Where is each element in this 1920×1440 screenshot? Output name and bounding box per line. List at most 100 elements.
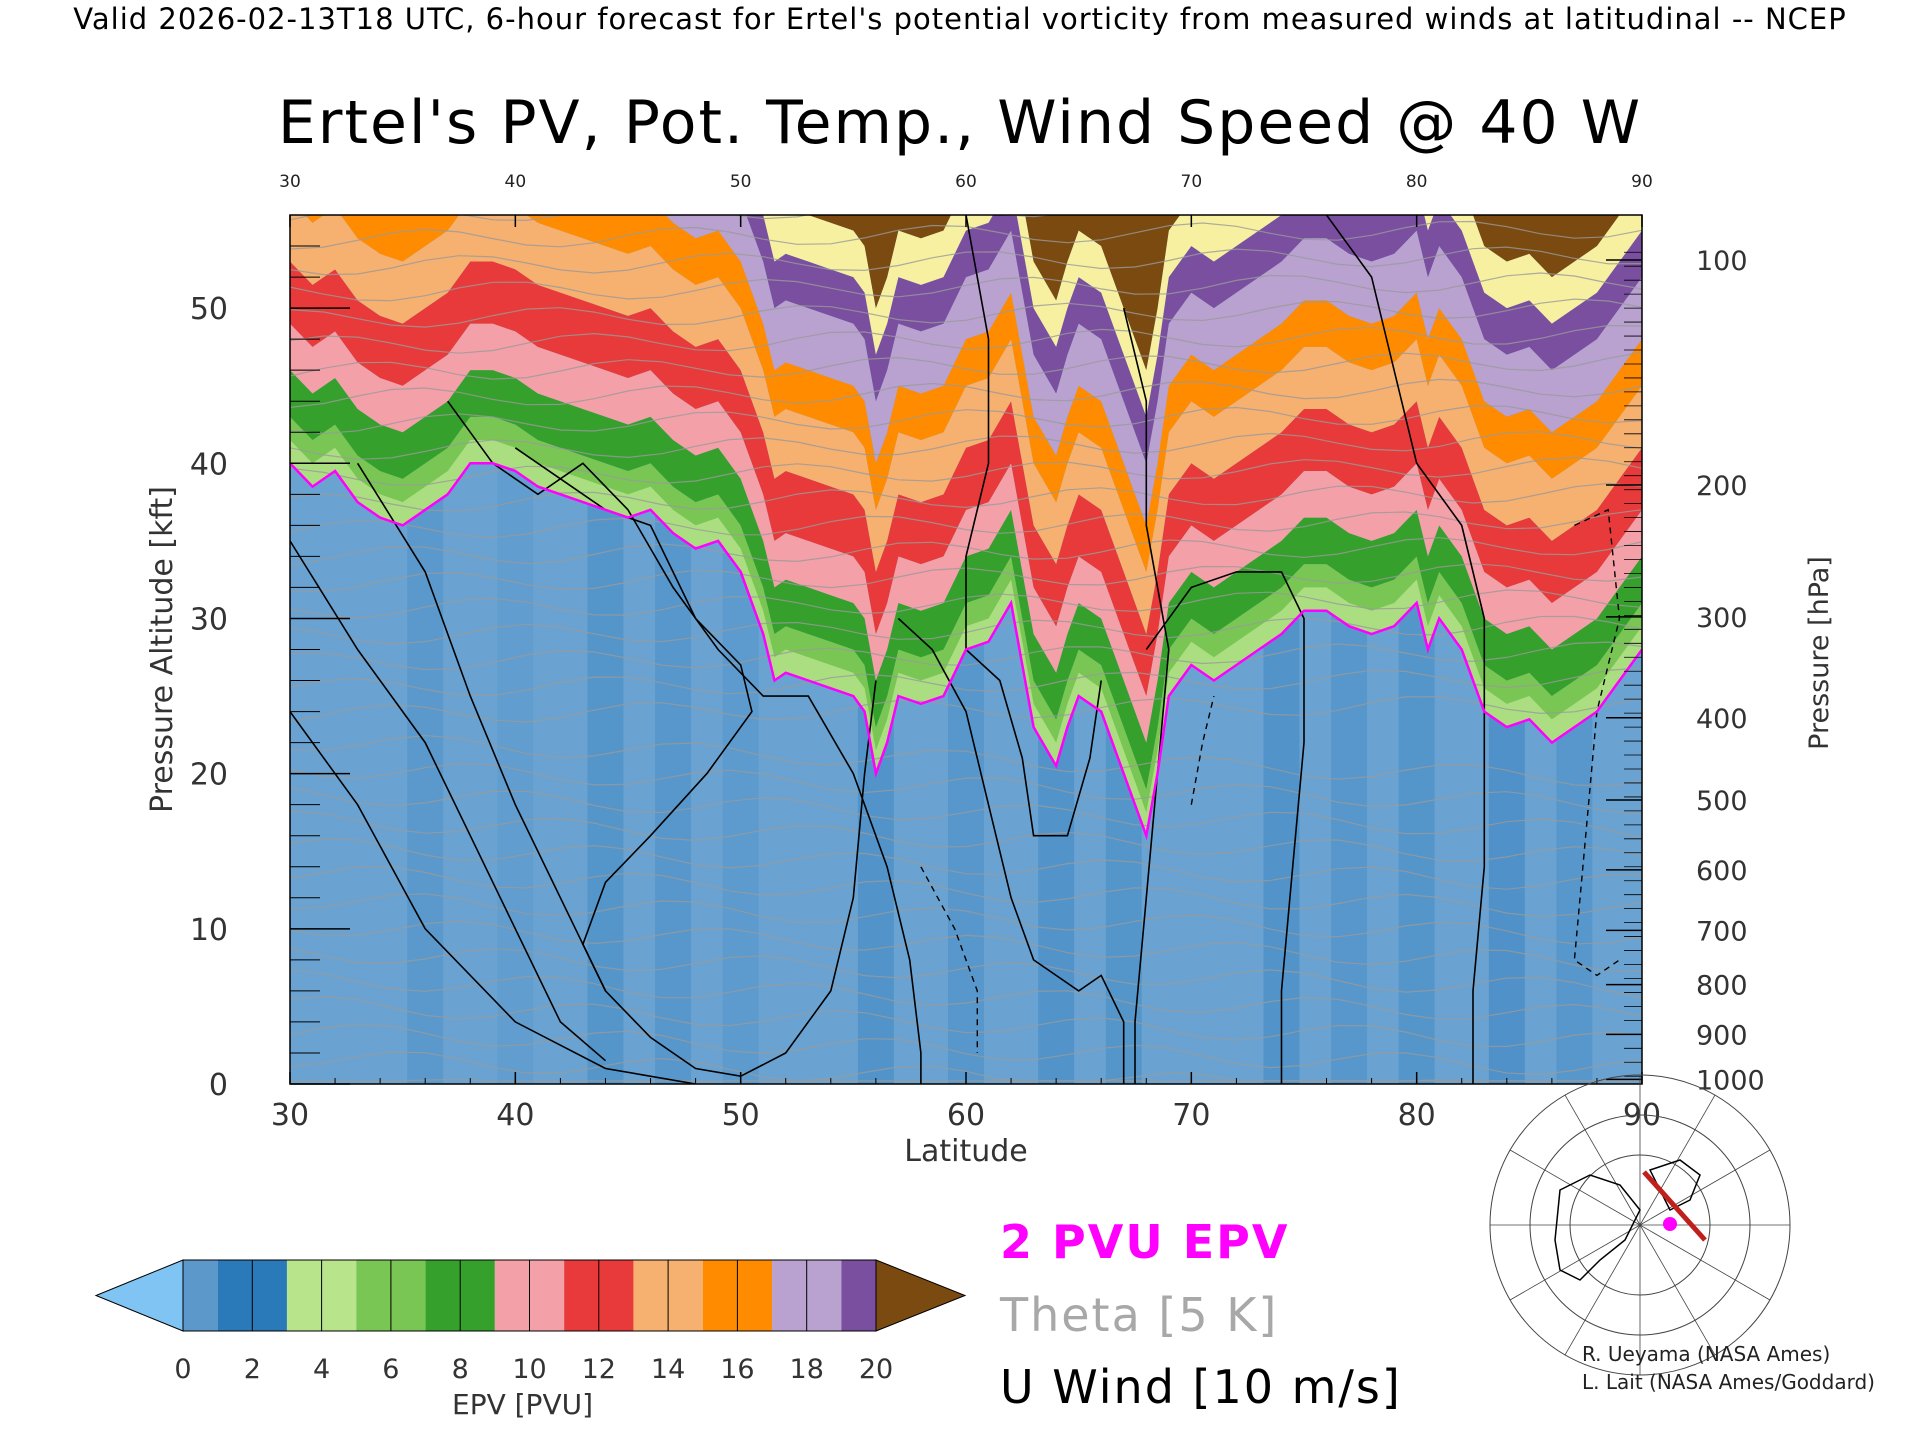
- theta-contour: [290, 968, 1642, 1020]
- wind-contour: [1325, 215, 1486, 1084]
- epv-color-field: [290, 215, 1642, 1084]
- x-top-tick-label: 80: [1406, 172, 1428, 192]
- colorbar-tick-label: 18: [790, 1354, 824, 1385]
- colorbar-swatch: [460, 1260, 495, 1331]
- colorbar-swatch: [183, 1260, 218, 1331]
- colorbar-swatch: [217, 1260, 253, 1331]
- colorbar-swatch: [737, 1260, 773, 1331]
- colorbar-tick-label: 4: [313, 1354, 330, 1385]
- map-meridian: [1639, 1149, 1771, 1226]
- epv-colorbar: 0 2 4 6 8 10 12 14 16 18 20: [94, 1259, 967, 1385]
- pv-band: [402, 215, 1642, 526]
- pressure-tick-label: 600: [1696, 856, 1748, 887]
- colorbar-swatch: [356, 1260, 391, 1331]
- polar-map-icon: [1489, 1074, 1791, 1376]
- x-tick-label: 40: [496, 1098, 534, 1133]
- pressure-tick-label: 700: [1696, 916, 1748, 947]
- legend-wind: U Wind [10 m/s]: [1000, 1360, 1402, 1414]
- colorbar-swatch: [633, 1260, 669, 1331]
- pv-band: [774, 215, 1620, 371]
- colorbar-swatch: [252, 1260, 287, 1331]
- two-pvu-contour: [290, 462, 1642, 841]
- theta-contour: [290, 456, 1642, 486]
- y-axis-label-left: Pressure Altitude [kft]: [145, 486, 180, 813]
- x-top-tick-label: 30: [279, 172, 301, 192]
- colorbar-swatch: [494, 1260, 530, 1331]
- colorbar-swatch: [841, 1260, 876, 1331]
- y-tick-label: 0: [209, 1068, 228, 1103]
- colorbar-swatch: [321, 1260, 357, 1331]
- chart-title: Ertel's PV, Pot. Temp., Wind Speed @ 40 …: [277, 88, 1643, 158]
- theta-contour: [290, 431, 1642, 460]
- colorbar-tick-label: 10: [512, 1354, 546, 1385]
- colorbar-swatch: [390, 1260, 426, 1331]
- credit-line-2: L. Lait (NASA Ames/Goddard): [1582, 1370, 1875, 1394]
- theta-contour: [290, 246, 1642, 276]
- colorbar-tick-label: 16: [720, 1354, 754, 1385]
- colorbar-over-arrow: [875, 1259, 967, 1332]
- colorbar-tick-label: 2: [244, 1354, 261, 1385]
- pressure-tick-label: 500: [1696, 786, 1748, 817]
- colorbar-swatch: [668, 1260, 703, 1331]
- colorbar-under-arrow: [94, 1259, 184, 1332]
- map-transect-line: [1642, 1170, 1707, 1242]
- colorbar-tick-label: 14: [651, 1354, 685, 1385]
- pv-band: [290, 215, 1642, 634]
- theta-contours: [290, 215, 1642, 1082]
- x-top-tick-label: 90: [1631, 172, 1653, 192]
- x-axis-label: Latitude: [904, 1134, 1027, 1169]
- theta-contour: [290, 734, 1642, 787]
- y-tick-label: 10: [190, 913, 228, 948]
- colorbar-swatch: [806, 1260, 842, 1331]
- wind-contour: [1122, 307, 1170, 1084]
- theta-contour: [290, 482, 1642, 512]
- wind-contour: [290, 540, 607, 1062]
- theta-contour: [290, 810, 1642, 863]
- colorbar-swatch: [286, 1260, 322, 1331]
- colorbar-swatch: [598, 1260, 634, 1331]
- colorbar-tick-label: 12: [582, 1354, 616, 1385]
- theta-contour: [290, 1023, 1642, 1076]
- map-meridian: [1564, 1224, 1641, 1356]
- pv-band: [746, 215, 1642, 464]
- pressure-tick-label: 200: [1696, 471, 1748, 502]
- colorbar-label: EPV [PVU]: [452, 1388, 594, 1421]
- colorbar-swatch: [564, 1260, 599, 1331]
- colorbar-swatch: [425, 1260, 461, 1331]
- x-tick-label: 50: [722, 1098, 760, 1133]
- x-top-tick-label: 70: [1181, 172, 1203, 192]
- theta-contour: [290, 272, 1642, 302]
- y-tick-label: 50: [190, 292, 228, 327]
- two-pvu-line: [290, 462, 1642, 841]
- theta-contour: [290, 995, 1642, 1048]
- y-tick-label: 40: [190, 447, 228, 482]
- theta-contour: [290, 838, 1642, 890]
- axes: 30 30 40 40 50 50 60 60 70 70 80 80 90 900 10 20 30 40 50 1…: [145, 172, 1835, 1169]
- map-meridian: [1509, 1149, 1641, 1226]
- theta-contour: [290, 324, 1642, 354]
- map-meridian: [1564, 1094, 1641, 1226]
- theta-contour: [290, 893, 1642, 945]
- colorbar-tick-label: 8: [452, 1354, 469, 1385]
- theta-contour: [290, 641, 1642, 671]
- map-coastline: [1554, 1174, 1641, 1281]
- wind-contour: [514, 447, 753, 992]
- theta-contour: [290, 786, 1642, 839]
- pressure-tick-label: 800: [1696, 971, 1748, 1002]
- x-tick-label: 60: [947, 1098, 985, 1133]
- x-tick-label: 30: [271, 1098, 309, 1133]
- map-meridian: [1509, 1224, 1641, 1301]
- legend-theta: Theta [5 K]: [1000, 1288, 1279, 1342]
- valid-time-line: Valid 2026-02-13T18 UTC, 6-hour forecast…: [73, 2, 1847, 36]
- pressure-tick-label: 400: [1696, 704, 1748, 735]
- x-top-tick-label: 50: [730, 172, 752, 192]
- colorbar-swatch: [772, 1260, 807, 1331]
- theta-contour: [290, 378, 1642, 408]
- pv-band: [290, 323, 1642, 743]
- map-coastline: [1648, 1159, 1701, 1212]
- colorbar-swatch: [529, 1260, 565, 1331]
- colorbar-tick-label: 6: [382, 1354, 399, 1385]
- pv-band: [290, 261, 1642, 697]
- x-top-tick-label: 40: [505, 172, 527, 192]
- wind-contour: [356, 462, 877, 1078]
